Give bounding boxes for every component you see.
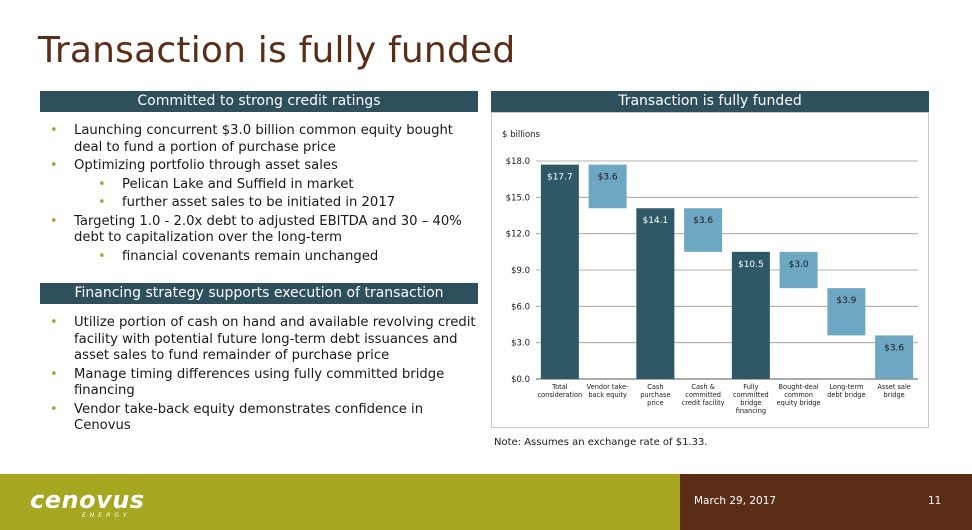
x-tick-label: Long-term: [829, 383, 863, 391]
x-tick-label: Asset sale: [877, 383, 910, 391]
bullet-dot-icon: •: [50, 158, 58, 173]
chart-panel-header: Transaction is fully funded: [491, 91, 929, 112]
data-label: $14.1: [642, 216, 668, 226]
bar-step: [827, 288, 866, 336]
bar-step: [875, 335, 914, 379]
bar-total: [731, 251, 770, 379]
credit-ratings-bullets: • Launching concurrent $3.0 billion commo…: [40, 123, 480, 267]
bullet-item: • financial covenants remain unchanged: [40, 249, 480, 266]
waterfall-chart-panel: $ billions $0.0 $3.0 $6.0 $9.0 $12.0 $15.0 $18.…: [491, 112, 929, 428]
bullet-item: • Vendor take-back equity demonstrates co…: [40, 402, 480, 435]
bullet-dot-icon: •: [98, 248, 106, 264]
footer-brown-panel: [680, 474, 972, 530]
x-tick-label: debt bridge: [827, 391, 865, 399]
x-tick-label: Cash: [647, 383, 663, 391]
financing-strategy-header: Financing strategy supports execution of…: [40, 283, 478, 304]
bullet-item: • Utilize portion of cash on hand and ava…: [40, 315, 480, 365]
bullet-text: Manage timing differences using fully co…: [74, 366, 445, 399]
bar-step: [588, 164, 627, 209]
x-tick-label: credit facility: [682, 399, 725, 407]
y-tick-label: $18.0: [506, 157, 530, 167]
bullet-dot-icon: •: [50, 123, 58, 138]
y-tick-label: $6.0: [511, 302, 530, 312]
bullet-text: financial covenants remain unchanged: [122, 248, 379, 264]
bar-step: [684, 208, 723, 252]
x-tick-label: Fully: [743, 383, 758, 391]
x-tick-label: Total: [551, 383, 568, 391]
data-label: $3.6: [884, 343, 904, 353]
cenovus-logo-sub: ENERGY: [82, 512, 131, 519]
bullet-dot-icon: •: [50, 213, 58, 229]
bullet-text: Launching concurrent $3.0 billion common…: [74, 123, 453, 155]
data-label: $17.7: [547, 173, 573, 183]
x-tick-label: equity bridge: [777, 399, 821, 407]
bullet-dot-icon: •: [98, 176, 106, 192]
page-number: 11: [928, 495, 942, 507]
y-tick-label: $15.0: [506, 193, 530, 203]
x-tick-label: Cash &: [691, 383, 715, 391]
y-tick-label: $9.0: [511, 266, 530, 276]
x-tick-label: committed: [685, 391, 721, 399]
bullet-text: Vendor take-back equity demonstrates con…: [74, 401, 424, 434]
x-tick-label: financing: [736, 407, 766, 415]
bullet-item: • further asset sales to be initiated in …: [40, 195, 480, 212]
bullet-item: • Manage timing differences using fully c…: [40, 367, 480, 400]
y-tick-label: $12.0: [506, 230, 530, 240]
x-tick-label: Bought-deal: [779, 383, 819, 391]
x-tick-label: consideration: [538, 391, 583, 399]
footer-date: March 29, 2017: [694, 495, 777, 507]
bullet-dot-icon: •: [98, 195, 106, 210]
chart-note: Note: Assumes an exchange rate of $1.33.: [494, 437, 708, 448]
financing-strategy-bullets: • Utilize portion of cash on hand and ava…: [40, 315, 480, 437]
x-tick-label: bridge: [740, 399, 761, 407]
cenovus-logo: cenovus: [30, 486, 145, 514]
bullet-text: Targeting 1.0 - 2.0x debt to adjusted EB…: [74, 213, 462, 246]
y-tick-label: $3.0: [511, 339, 530, 349]
data-label: $3.6: [693, 216, 713, 226]
x-tick-label: committed: [733, 391, 769, 399]
bullet-dot-icon: •: [50, 401, 58, 417]
bullet-text: Utilize portion of cash on hand and avai…: [74, 315, 476, 363]
bullet-item: • Targeting 1.0 - 2.0x debt to adjusted E…: [40, 214, 480, 247]
bar-total: [636, 208, 675, 379]
bullet-item: • Launching concurrent $3.0 billion commo…: [40, 123, 480, 156]
bar-total: [540, 164, 579, 379]
bullet-item: • Pelican Lake and Suffield in market: [40, 177, 480, 194]
data-label: $3.6: [598, 173, 618, 183]
x-tick-label: price: [647, 399, 663, 407]
data-label: $3.0: [789, 260, 809, 270]
data-label: $10.5: [738, 260, 764, 270]
waterfall-chart: $ billions $0.0 $3.0 $6.0 $9.0 $12.0 $15.0 $18.…: [502, 130, 918, 415]
x-tick-label: common: [784, 391, 813, 399]
x-tick-label: bridge: [884, 391, 905, 399]
x-tick-label: back equity: [588, 391, 627, 399]
x-tick-label: Vendor take-: [587, 383, 630, 391]
bar-step: [779, 251, 818, 289]
bullet-dot-icon: •: [50, 315, 58, 330]
x-tick-label: purchase: [640, 391, 670, 399]
bullet-text: Optimizing portfolio through asset sales: [74, 158, 338, 173]
bullet-text: further asset sales to be initiated in 2…: [122, 195, 396, 210]
y-tick-label: $0.0: [511, 375, 530, 385]
slide-title: Transaction is fully funded: [38, 30, 516, 71]
bullet-item: • Optimizing portfolio through asset sale…: [40, 158, 480, 175]
bullet-dot-icon: •: [50, 366, 58, 382]
credit-ratings-header: Committed to strong credit ratings: [40, 91, 478, 112]
bullet-text: Pelican Lake and Suffield in market: [122, 176, 354, 192]
y-axis-label: $ billions: [502, 130, 541, 140]
data-label: $3.9: [836, 296, 856, 306]
